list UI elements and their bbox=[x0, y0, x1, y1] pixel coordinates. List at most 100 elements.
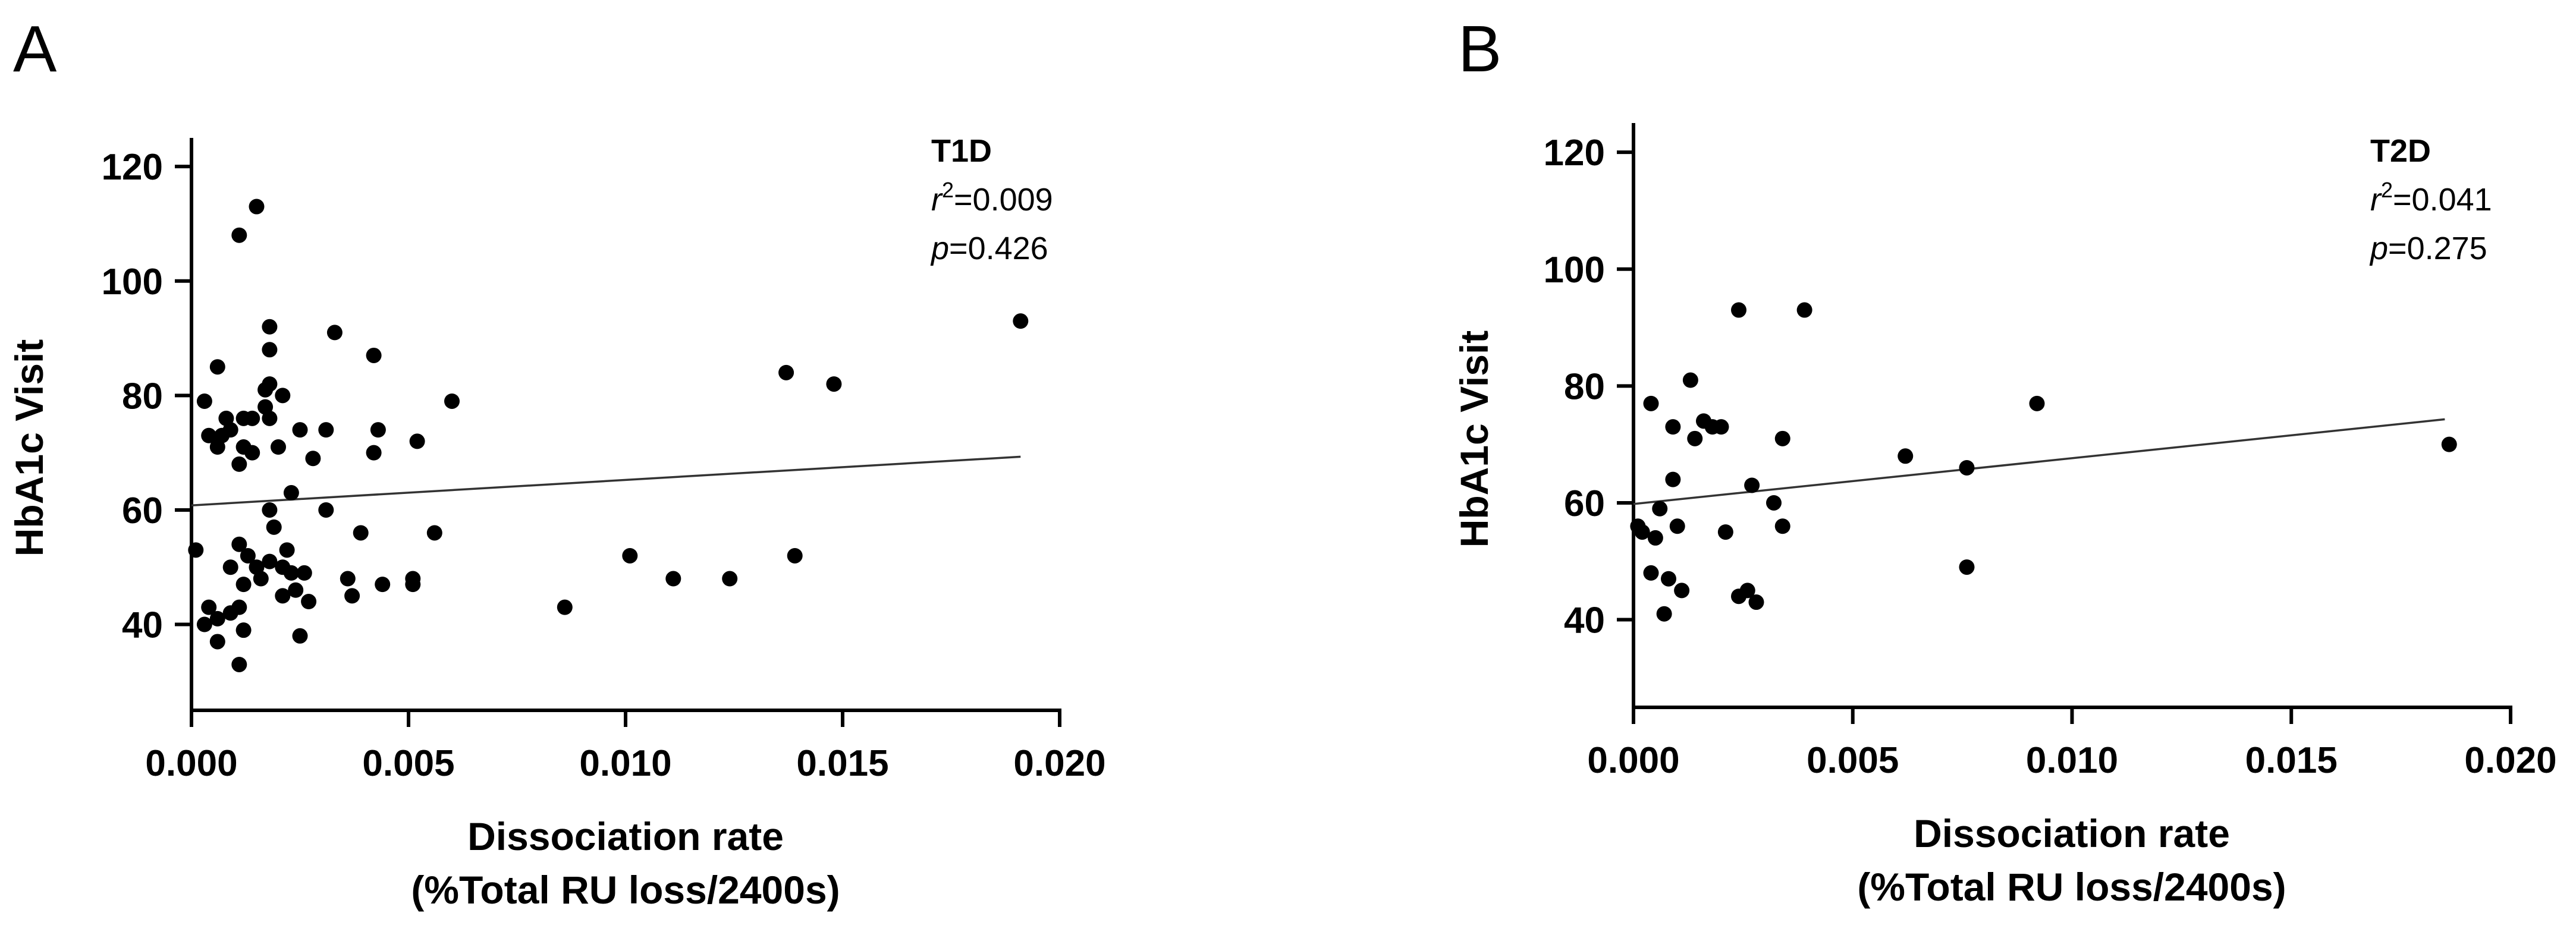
chart-1-r-squared-value: =0.041 bbox=[2393, 182, 2492, 218]
chart-1-y-tick-label: 80 bbox=[1564, 366, 1605, 407]
chart-0-data-point bbox=[188, 542, 204, 558]
chart-0-data-point bbox=[353, 525, 369, 541]
chart-1-y-axis-title: HbA1c Visit bbox=[1452, 330, 1496, 548]
chart-0-y-tick-label: 60 bbox=[122, 490, 163, 531]
chart-0-data-point bbox=[266, 519, 282, 535]
chart-1-y-tick-label: 100 bbox=[1544, 250, 1605, 291]
chart-1-data-point bbox=[1748, 594, 1764, 610]
chart-1-group-label: T2D bbox=[2370, 133, 2431, 169]
chart-0-data-point bbox=[405, 577, 421, 593]
chart-0-x-tick-label: 0.015 bbox=[796, 743, 888, 784]
chart-1-x-tick-label: 0.020 bbox=[2464, 740, 2556, 781]
chart-0-data-point bbox=[326, 325, 343, 341]
chart-0-data-point bbox=[283, 565, 299, 581]
chart-1-data-point bbox=[1656, 606, 1672, 622]
chart-1-data-point bbox=[1674, 583, 1690, 599]
chart-0-regression-line bbox=[191, 455, 1021, 506]
chart-1-x-tick-label: 0.005 bbox=[1807, 740, 1899, 781]
chart-0-data-point bbox=[253, 571, 269, 587]
chart-0-y-tick-label: 100 bbox=[102, 262, 163, 303]
chart-0-r-exponent: 2 bbox=[942, 178, 954, 202]
chart-0-data-point bbox=[222, 422, 238, 438]
chart-0-data-point bbox=[201, 599, 217, 615]
chart-0-data-point bbox=[318, 502, 334, 518]
chart-1-y-tick-label: 120 bbox=[1544, 133, 1605, 174]
chart-1-x-tick-label: 0.000 bbox=[1587, 740, 1679, 781]
chart-0-data-point bbox=[257, 382, 274, 398]
chart-0-r-symbol: r bbox=[931, 182, 943, 218]
chart-0-data-point bbox=[787, 547, 803, 563]
chart-1-data-point bbox=[1744, 477, 1760, 493]
chart-0-x-tick-label: 0.020 bbox=[1013, 743, 1105, 784]
chart-1-data-point bbox=[1766, 495, 1782, 511]
chart-0-data-point bbox=[778, 364, 794, 380]
chart-0-data-point bbox=[288, 582, 304, 598]
chart-1-p-symbol: p bbox=[2369, 231, 2388, 266]
chart-1-p-value-number: =0.275 bbox=[2388, 231, 2487, 266]
chart-0-data-point bbox=[271, 439, 286, 455]
chart-0-r-squared: r2=0.009 bbox=[931, 178, 1053, 218]
chart-1-panel-letter: B bbox=[1458, 12, 1501, 86]
chart-1-y-tick-label: 60 bbox=[1564, 483, 1605, 524]
chart-1-data-point bbox=[1704, 419, 1720, 435]
chart-0-data-point bbox=[262, 319, 278, 335]
chart-0-data-point bbox=[409, 433, 425, 449]
chart-0-data-point bbox=[340, 571, 356, 587]
chart-0-data-point bbox=[201, 427, 217, 443]
chart-1-x-tick-label: 0.015 bbox=[2245, 740, 2338, 781]
chart-0-group-label: T1D bbox=[931, 133, 992, 169]
chart-0-data-point bbox=[344, 588, 360, 604]
chart-1-data-point bbox=[1647, 530, 1663, 546]
chart-0-y-tick-label: 40 bbox=[122, 605, 163, 646]
chart-0-y-tick-label: 120 bbox=[102, 147, 163, 188]
chart-1-r-symbol: r bbox=[2370, 182, 2382, 218]
chart-0-data-point bbox=[231, 456, 247, 472]
chart-1-data-point bbox=[2029, 395, 2045, 411]
chart-0-data-point bbox=[826, 376, 842, 392]
chart-0-data-point bbox=[305, 451, 321, 467]
chart-1-x-tick-label: 0.010 bbox=[2026, 740, 2118, 781]
chart-1-data-point bbox=[1661, 571, 1676, 587]
chart-0-data-point bbox=[375, 577, 391, 593]
chart-0-panel-letter: A bbox=[13, 12, 57, 86]
chart-0-data-point bbox=[366, 347, 382, 363]
chart-0-data-point bbox=[235, 622, 252, 638]
chart-1-data-point bbox=[1731, 302, 1746, 318]
chart-0-data-point bbox=[196, 393, 212, 409]
chart-0-data-point bbox=[222, 559, 238, 575]
chart-0-data-point bbox=[209, 610, 225, 627]
chart-0-data-point bbox=[262, 342, 278, 358]
chart-0-data-point bbox=[222, 605, 238, 621]
chart-0-data-point bbox=[275, 588, 291, 604]
chart-1-data-point bbox=[1717, 524, 1733, 540]
chart-0-data-point bbox=[665, 571, 681, 587]
chart-0-data-point bbox=[240, 547, 256, 563]
chart-1-x-axis-subtitle: (%Total RU loss/2400s) bbox=[1857, 865, 2286, 909]
chart-1-regression-line bbox=[1633, 418, 2445, 505]
chart-0-data-point bbox=[244, 410, 260, 426]
chart-0-data-point bbox=[292, 422, 308, 438]
chart-1-r-exponent: 2 bbox=[2381, 178, 2393, 202]
chart-0-data-point bbox=[296, 565, 312, 581]
chart-0-p-symbol: p bbox=[930, 231, 949, 266]
chart-0-data-point bbox=[209, 634, 225, 650]
chart-0-data-point bbox=[1013, 313, 1029, 329]
chart-1-data-point bbox=[1739, 583, 1755, 599]
chart-1-data-point bbox=[1634, 524, 1650, 540]
chart-1-data-point bbox=[1774, 518, 1790, 534]
chart-0-data-point bbox=[231, 227, 247, 243]
chart-1-data-point bbox=[1687, 430, 1703, 446]
chart-1-data-point bbox=[1796, 302, 1812, 318]
chart-1-data-point bbox=[1652, 500, 1668, 517]
chart-0-y-tick-label: 80 bbox=[122, 376, 163, 417]
chart-0-r-squared-value: =0.009 bbox=[954, 182, 1053, 218]
chart-0-data-point bbox=[231, 536, 247, 552]
chart-1-r-squared: r2=0.041 bbox=[2370, 178, 2492, 218]
chart-0-data-point bbox=[283, 485, 299, 501]
chart-1-x-axis-title: Dissociation rate bbox=[1914, 811, 2230, 855]
chart-1-data-point bbox=[1959, 559, 1975, 575]
chart-0-x-tick-label: 0.010 bbox=[579, 743, 671, 784]
chart-0-data-point bbox=[622, 547, 638, 563]
chart-0-data-point bbox=[231, 656, 247, 672]
